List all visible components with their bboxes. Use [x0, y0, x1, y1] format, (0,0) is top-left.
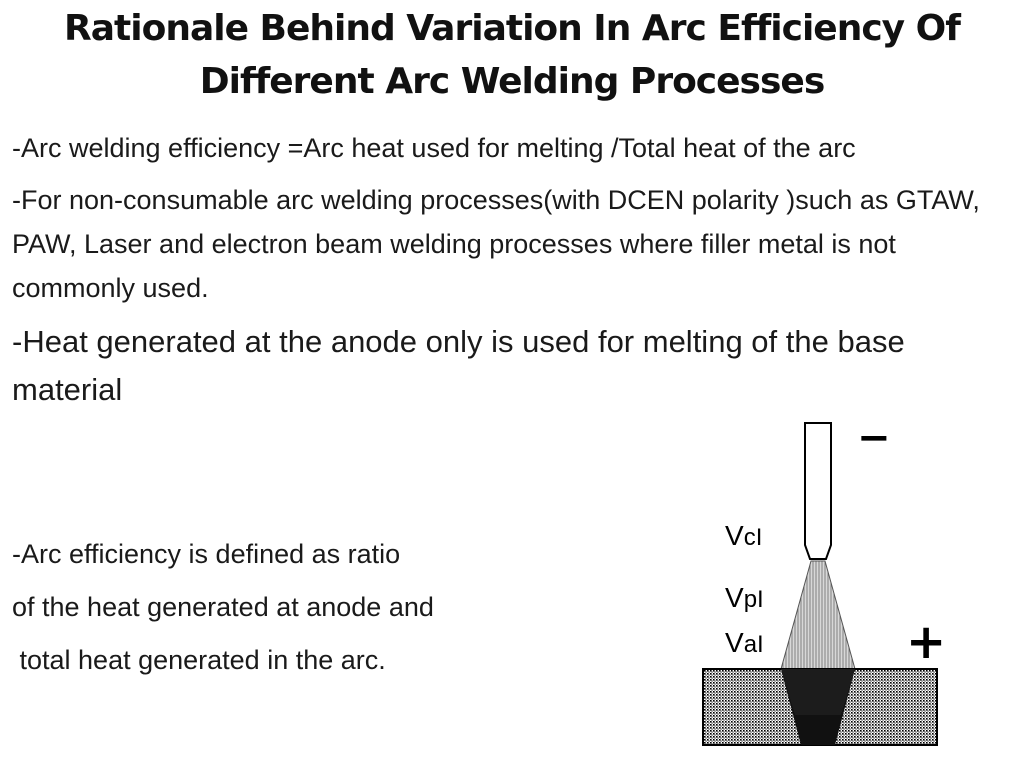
slide-title: Rationale Behind Variation In Arc Effici… [64, 8, 961, 102]
arc-diagram: − + VcI VpI VaI [702, 415, 945, 746]
ratio-line-1: -Arc efficiency is defined as ratio [12, 539, 401, 569]
bullet-list: -Arc welding efficiency =Arc heat used f… [12, 126, 1002, 414]
arc-plasma [780, 560, 856, 670]
negative-polarity-icon: − [857, 415, 891, 461]
electrode [804, 422, 832, 560]
bullet-non-consumable-processes: -For non-consumable arc welding processe… [12, 185, 980, 303]
anode-voltage-label: VaI [725, 627, 764, 658]
ratio-line-3: total heat generated in the arc. [12, 645, 386, 675]
plasma-voltage-label: VpI [725, 582, 764, 613]
cathode-voltage-label: VcI [725, 520, 762, 551]
bullet-arc-efficiency-definition: -Arc welding efficiency =Arc heat used f… [12, 133, 856, 163]
bullet-anode-heat: -Heat generated at the anode only is use… [12, 324, 905, 407]
ratio-line-2: of the heat generated at anode and [12, 592, 434, 622]
workpiece [702, 668, 938, 746]
ratio-description: -Arc efficiency is defined as ratio of t… [12, 528, 434, 687]
positive-polarity-icon: + [906, 614, 945, 670]
